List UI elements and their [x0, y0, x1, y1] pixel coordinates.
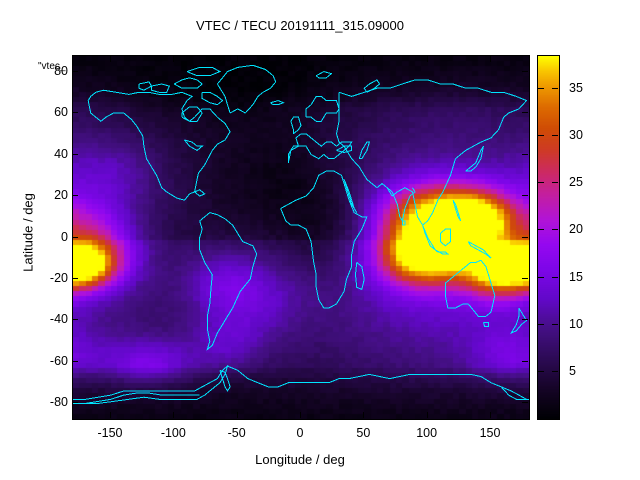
- y-axis-label: Latitude / deg: [20, 193, 36, 272]
- colorbar-tick-mark: [538, 370, 544, 372]
- colorbar-tick-label: 10: [569, 316, 583, 331]
- colorbar-tick-mark: [552, 229, 558, 231]
- y-tick-mark: [522, 195, 528, 196]
- y-tick-mark: [522, 70, 528, 72]
- x-tick-mark: [426, 412, 428, 418]
- colorbar-tick-label: 15: [569, 269, 583, 284]
- y-axis-ticks: 80 60 40 20 0 -20 -40 -60 -80: [28, 0, 68, 480]
- y-tick-label: 40: [54, 146, 68, 161]
- colorbar-tick-mark: [552, 135, 558, 137]
- vtec-heatmap-canvas: [73, 56, 529, 419]
- x-tick-mark: [363, 412, 365, 418]
- colorbar-tick-mark: [552, 182, 558, 184]
- x-tick-mark: [173, 412, 175, 418]
- y-tick-label: -80: [49, 395, 68, 410]
- y-tick-mark: [72, 319, 78, 321]
- colorbar-tick-label: 30: [569, 128, 583, 143]
- x-tick-label: 150: [479, 426, 501, 440]
- colorbar-tick-mark: [552, 370, 558, 372]
- y-tick-mark: [522, 402, 528, 404]
- y-tick-mark: [522, 319, 528, 321]
- y-tick-label: -60: [49, 353, 68, 368]
- y-tick-label: -20: [49, 270, 68, 285]
- y-tick-mark: [522, 236, 528, 238]
- x-tick-mark: [300, 412, 301, 418]
- x-tick-label: 100: [416, 426, 438, 440]
- colorbar-tick-mark: [552, 323, 558, 325]
- y-tick-label: -40: [49, 312, 68, 327]
- colorbar-tick-mark: [538, 323, 544, 325]
- x-tick-mark: [490, 412, 491, 418]
- x-tick-mark: [110, 56, 111, 62]
- x-tick-label: 0: [296, 426, 304, 440]
- colorbar-tick-label: 20: [569, 222, 583, 237]
- colorbar-tick-mark: [538, 182, 544, 184]
- x-tick-label: -150: [97, 426, 123, 440]
- colorbar-tick-label: 5: [569, 363, 576, 378]
- y-tick-mark: [522, 360, 528, 362]
- colorbar-tick-mark: [538, 229, 544, 231]
- colorbar-tick-mark: [552, 88, 558, 89]
- x-tick-label: -50: [227, 426, 246, 440]
- x-tick-mark: [300, 56, 301, 62]
- colorbar-tick-mark: [538, 276, 544, 278]
- y-tick-mark: [72, 112, 78, 114]
- colorbar-tick-mark: [538, 88, 544, 89]
- y-tick-mark: [72, 70, 78, 72]
- y-tick-mark: [72, 195, 78, 196]
- map-plot-area[interactable]: [72, 55, 530, 420]
- x-tick-mark: [490, 56, 491, 62]
- colorbar-tick-mark: [538, 135, 544, 137]
- colorbar-tick-mark: [552, 276, 558, 278]
- x-tick-mark: [426, 56, 428, 62]
- y-tick-mark: [72, 277, 78, 279]
- y-tick-label: 80: [54, 63, 68, 78]
- x-tick-mark: [110, 412, 111, 418]
- y-tick-label: 20: [54, 188, 68, 202]
- x-tick-label: 50: [356, 426, 371, 440]
- colorbar-gradient: [538, 56, 559, 419]
- x-tick-mark: [173, 56, 175, 62]
- y-tick-mark: [72, 402, 78, 404]
- colorbar[interactable]: [537, 55, 560, 420]
- colorbar-tick-label: 25: [569, 175, 583, 190]
- y-tick-mark: [522, 153, 528, 155]
- y-tick-label: 0: [61, 229, 68, 244]
- stray-series-label: "vtec_: [38, 61, 66, 72]
- x-tick-label: -100: [160, 426, 186, 440]
- y-tick-mark: [72, 360, 78, 362]
- colorbar-tick-label: 35: [569, 81, 583, 95]
- x-axis-label: Longitude / deg: [255, 452, 345, 467]
- y-tick-mark: [72, 153, 78, 155]
- y-tick-mark: [522, 112, 528, 114]
- y-tick-mark: [522, 277, 528, 279]
- x-tick-mark: [363, 56, 365, 62]
- y-tick-label: 60: [54, 105, 68, 120]
- x-tick-mark: [236, 412, 238, 418]
- x-tick-mark: [236, 56, 238, 62]
- y-tick-mark: [72, 236, 78, 238]
- page-title: VTEC / TECU 20191111_315.09000: [196, 18, 404, 33]
